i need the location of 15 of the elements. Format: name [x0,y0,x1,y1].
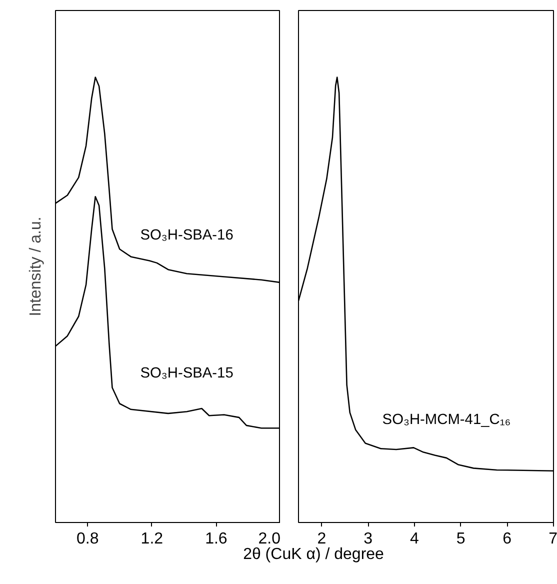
x-tick-label: 1.2 [140,530,164,548]
series-label: SO₃H-SBA-16 [140,228,234,244]
x-tick-label: 5 [456,530,466,548]
x-tick-label: 7 [548,530,557,548]
x-axis-title: 2θ (CuK α) / degree [243,545,384,565]
x-tick-label: 2.0 [258,530,281,548]
x-tick-label: 3 [364,530,373,548]
x-tick-label: 1.6 [205,530,228,548]
x-tick-label: 6 [502,530,512,548]
x-tick-label: 4 [410,530,419,548]
y-axis-title: Intensity / a.u. [28,216,44,316]
series-label: SO₃H-SBA-15 [140,366,234,382]
x-tick-label: 2 [317,530,326,548]
x-tick-label: 0.8 [76,530,99,548]
series-label: SO₃H-MCM-41_C₁₆ [382,412,511,428]
